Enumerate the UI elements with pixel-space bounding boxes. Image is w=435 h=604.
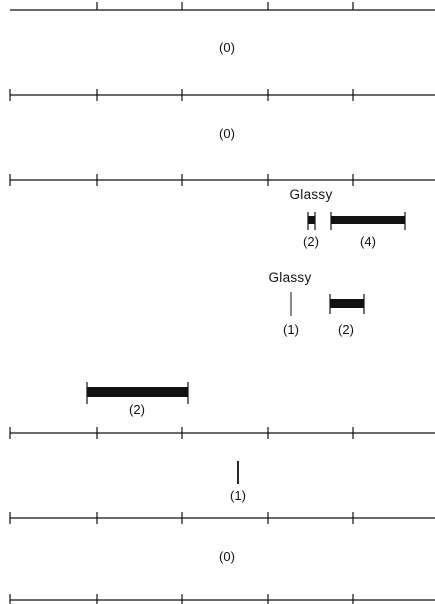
panel-6-label: (1) <box>230 488 246 503</box>
panel-4: Glassy (1) (2) <box>268 270 365 337</box>
axis-top <box>10 2 435 11</box>
scale-axes <box>9 2 435 604</box>
panel-6: (1) <box>230 461 246 503</box>
panel-7-count-label: (0) <box>219 549 235 564</box>
panel-2-count-label: (0) <box>219 126 235 141</box>
panel-3-label-right: (4) <box>360 234 376 249</box>
panel-4-title: Glassy <box>268 270 311 285</box>
panel-3-title: Glassy <box>289 187 332 202</box>
axis-5 <box>9 512 435 524</box>
panel-5-label: (2) <box>129 402 145 417</box>
panel-3-range-long <box>330 212 406 230</box>
panel-4-label-right: (2) <box>338 322 354 337</box>
axis-2 <box>9 89 435 101</box>
panel-4-range <box>329 294 365 314</box>
axis-bottom <box>9 594 435 604</box>
axis-3 <box>9 174 435 186</box>
panel-7: (0) <box>219 549 235 564</box>
panel-1-count-label: (0) <box>219 40 235 55</box>
panel-5-range <box>86 382 189 404</box>
panel-3: Glassy (2) (4) <box>289 187 406 249</box>
panel-3-range-short <box>307 212 316 230</box>
panel-5: (2) <box>86 382 189 417</box>
panel-4-label-left: (1) <box>283 322 299 337</box>
axis-4 <box>9 427 435 439</box>
panel-1: (0) <box>219 40 235 55</box>
panel-2: (0) <box>219 126 235 141</box>
panel-3-label-left: (2) <box>303 234 319 249</box>
